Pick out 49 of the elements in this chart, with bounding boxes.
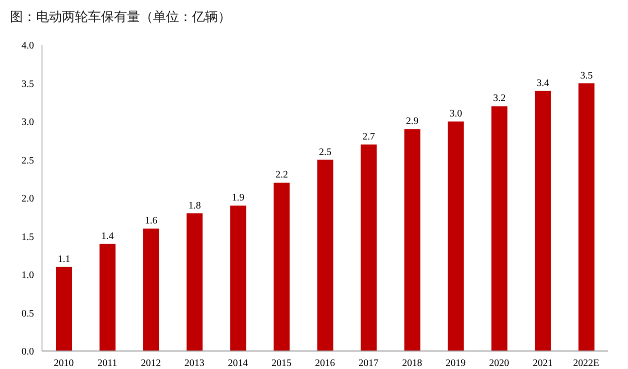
bar	[448, 122, 464, 351]
data-label: 3.5	[580, 70, 593, 82]
chart-title: 图：电动两轮车保有量（单位：亿辆）	[10, 9, 231, 26]
bar	[274, 182, 290, 351]
y-tick-label: 1.5	[22, 232, 34, 243]
x-tick-label: 2012	[140, 358, 161, 369]
data-label: 2.5	[318, 146, 332, 158]
y-tick-label: 3.0	[22, 117, 34, 128]
bar	[404, 129, 420, 351]
bar	[534, 90, 551, 351]
data-label: 2.2	[275, 170, 288, 181]
y-tick-label: 1.0	[22, 270, 34, 282]
y-tick-label: 0.0	[22, 346, 34, 358]
data-label: 2.7	[362, 131, 376, 142]
x-tick-label: 2020	[489, 358, 510, 369]
y-tick-label: 3.5	[22, 78, 34, 90]
bar	[186, 213, 203, 351]
x-tick-label: 2010	[54, 358, 74, 369]
bar	[491, 106, 508, 351]
y-tick-label: 2.5	[22, 155, 34, 166]
data-label: 1.6	[144, 216, 158, 227]
y-tick-label: 4.0	[22, 40, 34, 52]
data-label: 1.9	[232, 192, 244, 204]
data-label: 1.1	[58, 254, 70, 265]
bar	[100, 244, 116, 351]
y-tick-label: 0.5	[22, 308, 34, 320]
bar	[56, 266, 72, 351]
data-label: 3.0	[450, 108, 462, 120]
bar	[317, 160, 334, 351]
x-tick-label: 2013	[184, 358, 204, 369]
bar	[143, 228, 160, 351]
bar	[360, 144, 377, 351]
x-tick-label: 2022E	[573, 358, 600, 369]
data-label: 1.4	[101, 230, 114, 242]
data-label: 3.2	[493, 93, 506, 104]
x-tick-label: 2021	[532, 358, 553, 369]
data-label: 1.8	[188, 200, 201, 212]
x-tick-label: 2015	[271, 358, 292, 369]
x-tick-label: 2016	[315, 358, 335, 369]
y-tick-label: 2.0	[22, 194, 34, 205]
bar	[230, 206, 246, 351]
x-tick-label: 2019	[446, 358, 466, 369]
x-tick-label: 2018	[402, 358, 422, 369]
data-label: 2.9	[406, 116, 419, 128]
x-tick-label: 2014	[228, 358, 248, 369]
x-tick-label: 2011	[97, 358, 118, 369]
bar	[578, 83, 594, 351]
data-label: 3.4	[536, 78, 550, 89]
x-tick-label: 2017	[358, 358, 379, 369]
